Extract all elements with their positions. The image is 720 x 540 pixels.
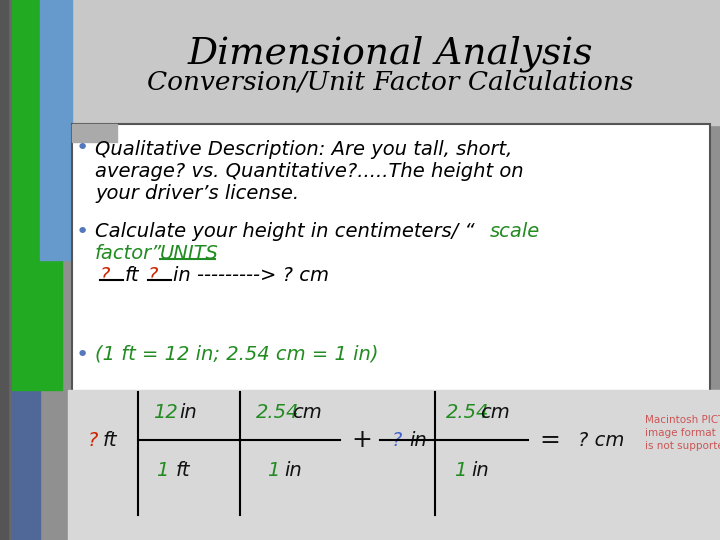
Text: ?: ? — [88, 430, 99, 449]
Text: ?: ? — [392, 430, 402, 449]
Text: cm: cm — [292, 402, 322, 422]
Text: UNITS: UNITS — [160, 244, 219, 263]
Text: ft: ft — [176, 461, 190, 480]
Text: Calculate your height in centimeters/ “: Calculate your height in centimeters/ “ — [95, 222, 474, 241]
Bar — [12, 0, 62, 390]
Text: +: + — [351, 428, 372, 452]
Text: •: • — [76, 222, 89, 242]
FancyBboxPatch shape — [72, 124, 710, 392]
Text: in: in — [284, 461, 302, 480]
Text: factor”: factor” — [95, 244, 162, 263]
Text: ft: ft — [125, 266, 140, 285]
Bar — [12, 0, 40, 540]
Text: •: • — [76, 345, 89, 365]
Text: in ---------> ? cm: in ---------> ? cm — [173, 266, 329, 285]
Text: Qualitative Description: Are you tall, short,: Qualitative Description: Are you tall, s… — [95, 140, 513, 159]
Text: cm: cm — [480, 402, 510, 422]
Text: in: in — [471, 461, 489, 480]
Bar — [0, 0, 12, 540]
Text: average? vs. Quantitative?.....The height on: average? vs. Quantitative?.....The heigh… — [95, 162, 523, 181]
Text: ? cm: ? cm — [578, 430, 624, 449]
Text: (1 ft = 12 in; 2.54 cm = 1 in): (1 ft = 12 in; 2.54 cm = 1 in) — [95, 345, 379, 364]
Text: 1: 1 — [454, 461, 466, 480]
Text: Dimensional Analysis: Dimensional Analysis — [187, 35, 593, 71]
Bar — [72, 124, 117, 142]
Bar — [40, 0, 72, 260]
Bar — [0, 0, 8, 540]
Text: ?: ? — [100, 266, 110, 285]
Text: Conversion/Unit Factor Calculations: Conversion/Unit Factor Calculations — [147, 70, 633, 95]
Text: ?: ? — [148, 266, 158, 285]
Text: ft: ft — [103, 430, 117, 449]
Text: 1: 1 — [156, 461, 168, 480]
Bar — [68, 390, 720, 540]
Text: 1: 1 — [267, 461, 279, 480]
Text: =: = — [539, 428, 560, 452]
Text: 12: 12 — [153, 402, 177, 422]
Text: Macintosh PICT
image format
is not supported: Macintosh PICT image format is not suppo… — [645, 415, 720, 451]
Text: •: • — [76, 138, 89, 158]
Text: scale: scale — [490, 222, 540, 241]
Text: 2.54: 2.54 — [256, 402, 300, 422]
Text: your driver’s license.: your driver’s license. — [95, 184, 299, 203]
Text: in: in — [179, 402, 197, 422]
Text: in: in — [409, 430, 427, 449]
Text: 2.54: 2.54 — [446, 402, 490, 422]
Bar — [68, 0, 720, 125]
